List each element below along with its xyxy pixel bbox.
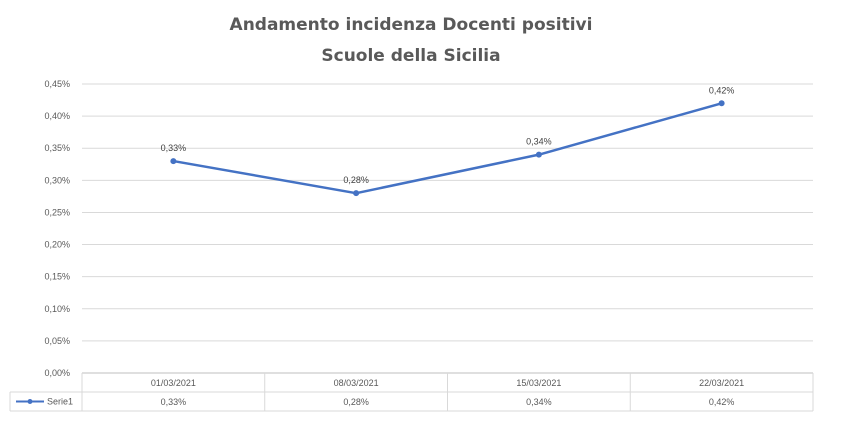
- x-category-label: 08/03/2021: [334, 378, 379, 388]
- y-tick-label: 0,40%: [44, 111, 70, 121]
- table-value-cell: 0,34%: [526, 397, 552, 407]
- y-tick-label: 0,05%: [44, 336, 70, 346]
- x-category-label: 22/03/2021: [699, 378, 744, 388]
- legend-key-marker: [27, 399, 33, 404]
- data-point: [535, 151, 542, 158]
- x-category-label: 15/03/2021: [516, 378, 561, 388]
- y-tick-label: 0,30%: [44, 175, 70, 185]
- data-label: 0,33%: [161, 143, 187, 153]
- series-layer: 0,33% 0,28% 0,34% 0,42%: [161, 85, 735, 197]
- data-label: 0,34%: [526, 137, 552, 147]
- y-tick-label: 0,00%: [44, 368, 70, 378]
- data-point: [718, 100, 725, 107]
- y-tick-label: 0,45%: [44, 79, 70, 89]
- table-value-cell: 0,42%: [709, 397, 735, 407]
- data-label: 0,28%: [343, 175, 369, 185]
- y-tick-label: 0,15%: [44, 272, 70, 282]
- chart-title: Andamento incidenza Docenti positivi: [230, 15, 593, 35]
- y-tick-label: 0,20%: [44, 240, 70, 250]
- legend-series-name: Serie1: [47, 397, 73, 407]
- table-value-cell: 0,28%: [343, 397, 369, 407]
- data-point: [353, 190, 360, 197]
- series-line: [173, 102, 722, 195]
- y-tick-label: 0,35%: [44, 143, 70, 153]
- y-tick-label: 0,25%: [44, 207, 70, 217]
- table-value-cell: 0,33%: [161, 397, 187, 407]
- x-category-label: 01/03/2021: [151, 378, 196, 388]
- data-table: 01/03/2021 08/03/2021 15/03/2021 22/03/2021…: [9, 372, 814, 412]
- gridlines: [82, 83, 813, 342]
- chart-subtitle: Scuole della Sicilia: [321, 46, 500, 66]
- data-label: 0,42%: [709, 85, 735, 95]
- y-axis: 0,00% 0,05% 0,10% 0,15% 0,20% 0,25% 0,30% 0,35%…: [44, 79, 70, 378]
- y-tick-label: 0,10%: [44, 304, 70, 314]
- data-point: [170, 158, 177, 165]
